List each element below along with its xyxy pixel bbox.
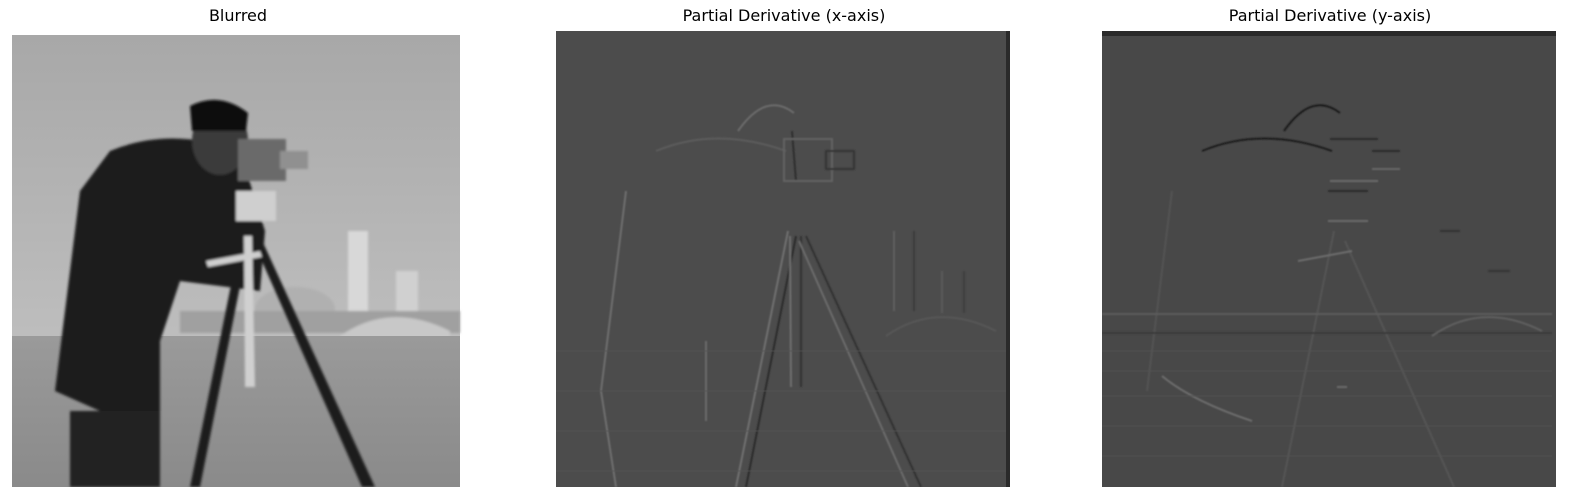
derivative-y-photo: [1102, 31, 1556, 487]
panel-partial-derivative-x: Partial Derivative (x-axis): [556, 0, 1012, 499]
derivative-x-image: [556, 31, 1010, 487]
blurred-image: [10, 31, 464, 487]
derivative-y-image: [1102, 31, 1556, 487]
derivative-x-photo: [556, 31, 1010, 487]
panel-title: Partial Derivative (y-axis): [1228, 6, 1432, 25]
blurred-photo: [10, 31, 464, 487]
panel-title: Partial Derivative (x-axis): [682, 6, 886, 25]
panel-title: Blurred: [208, 6, 268, 25]
panel-partial-derivative-y: Partial Derivative (y-axis): [1102, 0, 1558, 499]
panel-blurred: Blurred: [10, 0, 466, 499]
